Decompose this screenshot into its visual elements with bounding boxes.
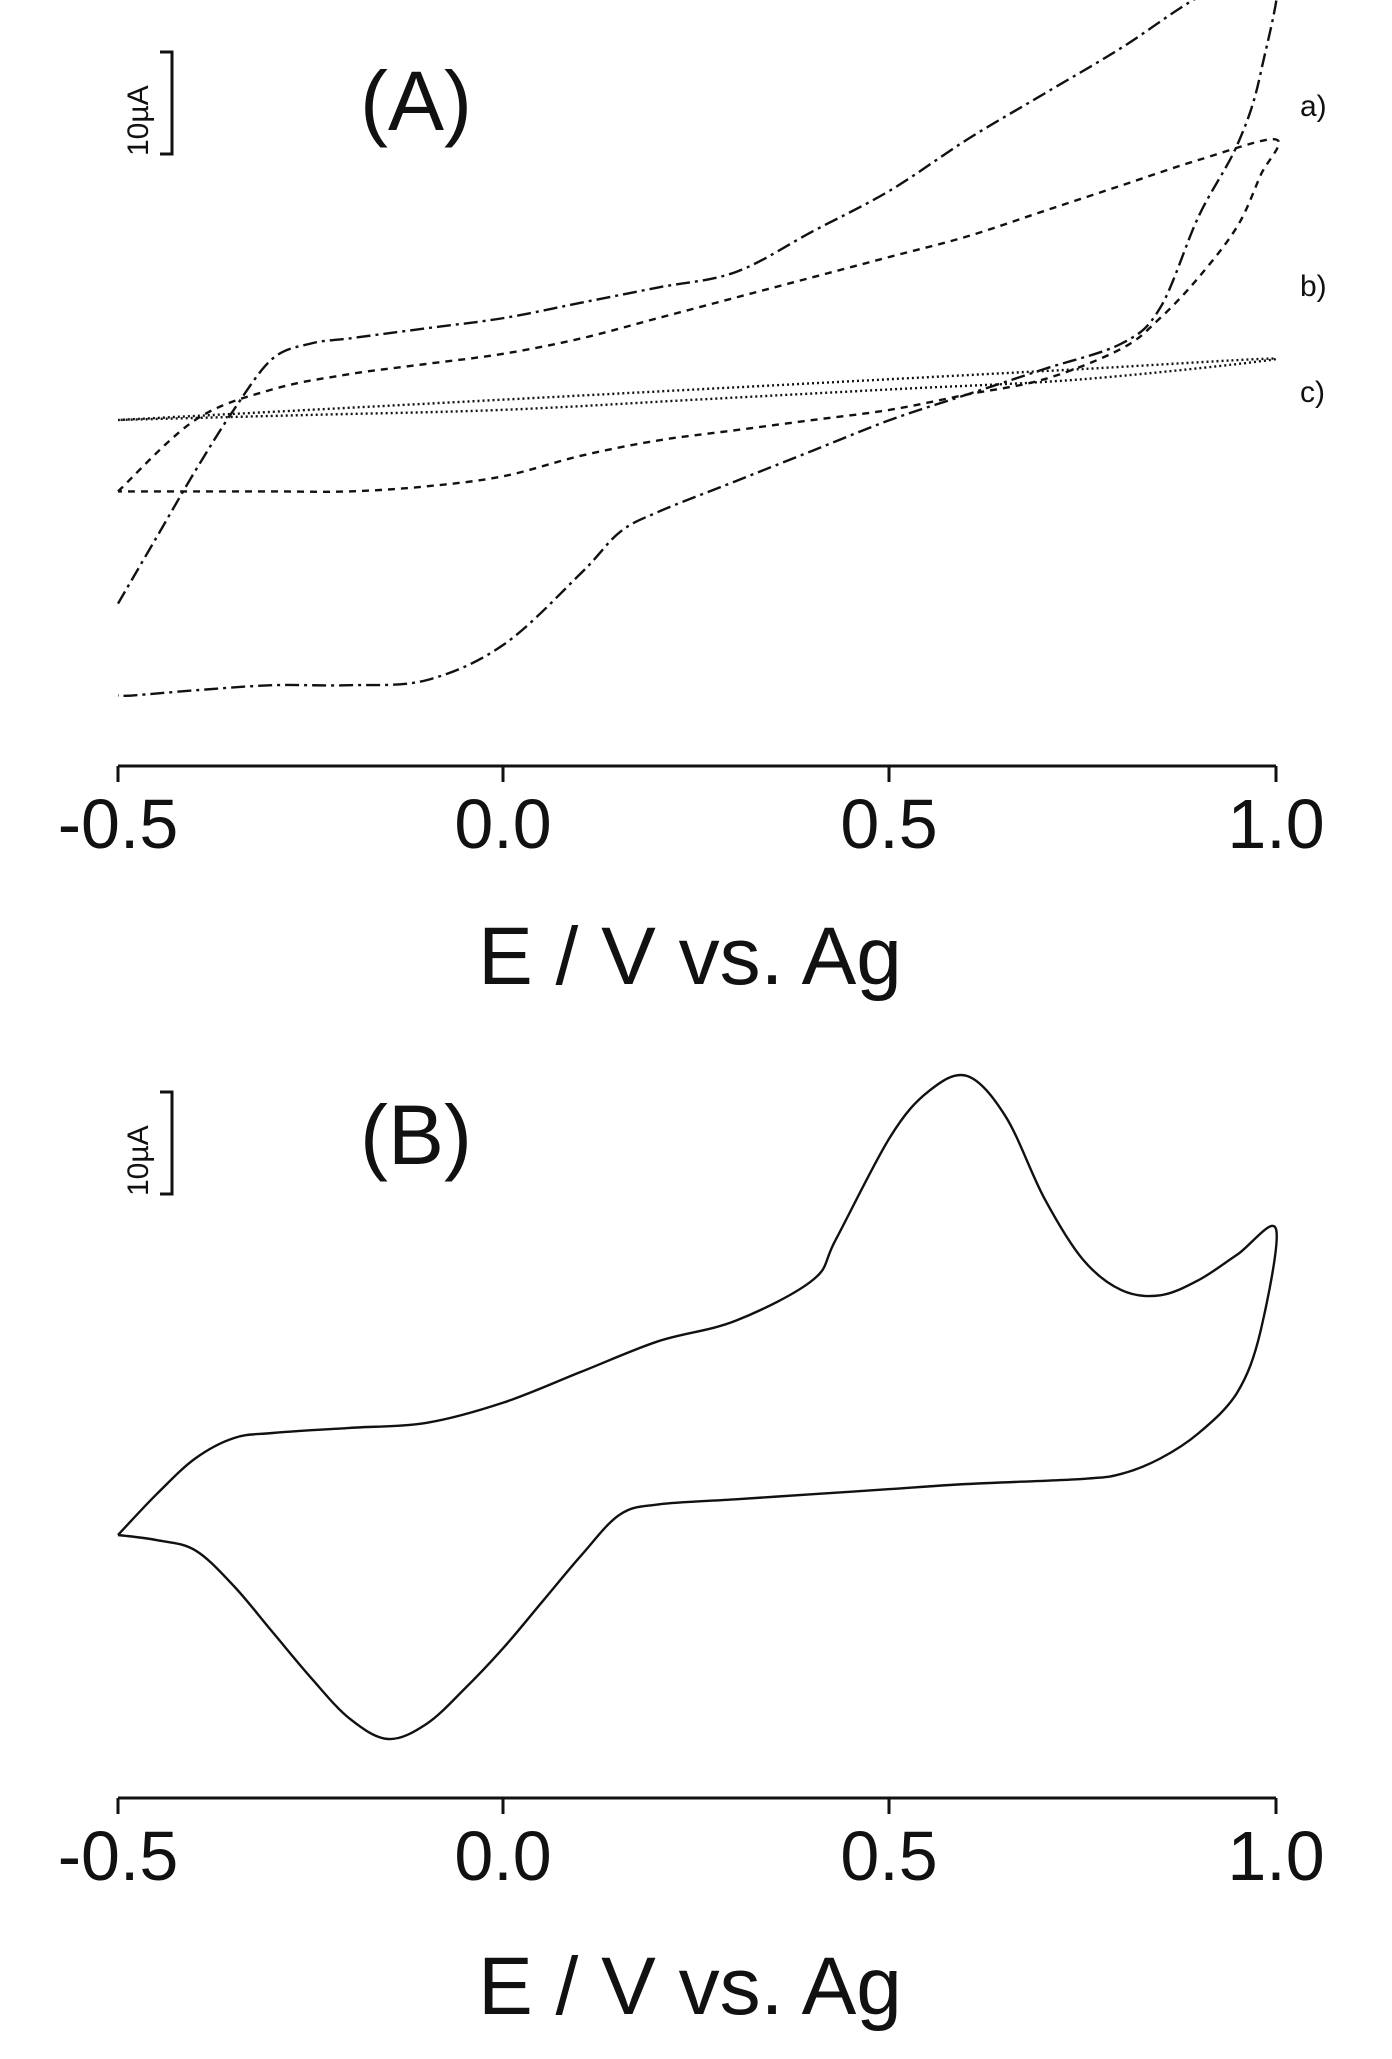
panel-b-scale-bar-label: 10µA bbox=[122, 1125, 155, 1196]
panel-a-scale-bar-label: 10µA bbox=[122, 85, 155, 156]
panel-a: (A) 10µA -0.5 0.0 0.5 1.0 E / V vs. Ag a… bbox=[58, 0, 1327, 1002]
cv-curve bbox=[117, 1073, 1278, 1741]
panel-b-x-tick-label: 1.0 bbox=[1227, 1817, 1324, 1895]
panel-b-x-tick-label: 0.0 bbox=[454, 1817, 551, 1895]
curve-label-a: a) bbox=[1300, 90, 1327, 123]
cv-curve-c bbox=[117, 357, 1278, 422]
panel-b: (B) 10µA -0.5 0.0 0.5 1.0 E / V vs. Ag bbox=[58, 1073, 1325, 2032]
panel-a-x-tick-label: 0.0 bbox=[454, 785, 551, 863]
panel-a-x-tick-label: -0.5 bbox=[58, 785, 179, 863]
panel-a-scale-bar: 10µA bbox=[122, 50, 174, 156]
panel-a-x-tick-label: 1.0 bbox=[1227, 785, 1324, 863]
panel-b-x-tick-label: -0.5 bbox=[58, 1817, 179, 1895]
panel-b-scale-bar-line bbox=[160, 1090, 174, 1196]
panel-a-scale-bar-line bbox=[160, 50, 174, 156]
panel-a-label: (A) bbox=[360, 54, 472, 148]
cv-curve-a bbox=[116, 0, 1278, 697]
panel-b-plot-area bbox=[117, 1073, 1278, 1741]
panel-a-plot-area bbox=[116, 0, 1281, 697]
cv-curve-b bbox=[117, 138, 1281, 493]
panel-b-scale-bar: 10µA bbox=[122, 1090, 174, 1196]
curve-label-b: b) bbox=[1300, 270, 1327, 303]
panel-a-x-axis-title: E / V vs. Ag bbox=[478, 911, 902, 1002]
curve-label-c: c) bbox=[1300, 376, 1325, 409]
panel-a-x-tick-label: 0.5 bbox=[840, 785, 937, 863]
panel-b-label: (B) bbox=[360, 1088, 472, 1182]
panel-b-x-axis-title: E / V vs. Ag bbox=[478, 1941, 902, 2032]
panel-b-x-tick-label: 0.5 bbox=[840, 1817, 937, 1895]
